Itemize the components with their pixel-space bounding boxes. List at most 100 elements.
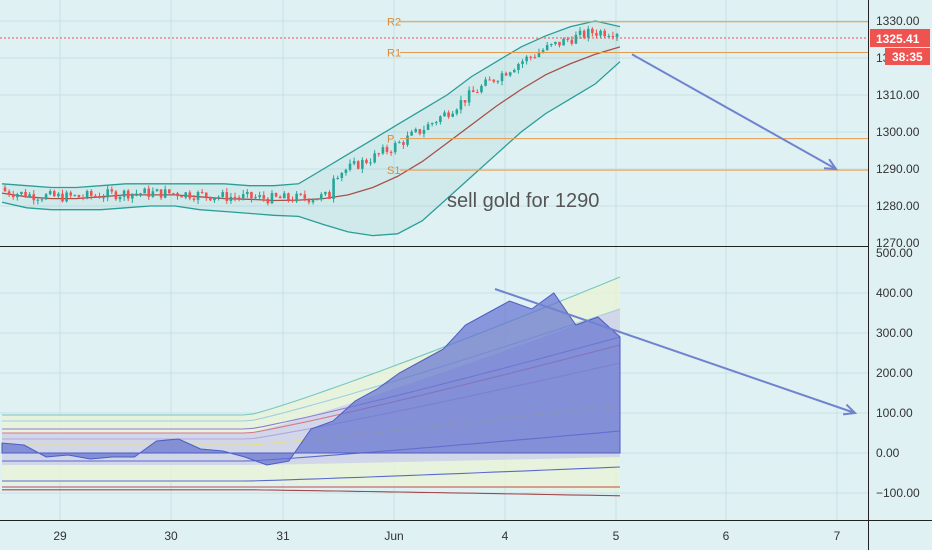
candle-body	[155, 189, 159, 192]
candle-body	[562, 38, 565, 46]
candle-body	[246, 191, 249, 195]
candle-body	[139, 193, 142, 195]
candle-body	[204, 192, 208, 197]
pivot-label-s1: S1	[387, 165, 400, 177]
candle-body	[254, 197, 257, 199]
candle-body	[537, 52, 541, 57]
candle-body	[340, 172, 344, 179]
countdown-tag	[885, 47, 930, 65]
candle-body	[447, 112, 450, 117]
candle-body	[106, 189, 109, 198]
indicator-band-line	[2, 489, 621, 497]
candle-body	[525, 56, 528, 62]
candle-body	[484, 79, 487, 86]
candle-body	[217, 196, 220, 199]
candle-body	[241, 194, 245, 199]
candle-body	[414, 129, 418, 132]
candle-body	[361, 159, 364, 169]
candle-body	[303, 194, 307, 199]
candle-body	[443, 112, 446, 117]
candle-body	[315, 198, 319, 201]
price-axis-tick-label: 1290.00	[876, 162, 920, 176]
candle-body	[319, 194, 323, 199]
indicator-axis-tick-label: 500.00	[876, 246, 913, 260]
candle-body	[167, 189, 171, 194]
price-pane[interactable]: R2 R1 P S1	[0, 17, 868, 237]
candle-body	[135, 193, 138, 195]
candle-body	[159, 189, 163, 198]
candle-body	[274, 193, 278, 197]
candle-body	[295, 193, 298, 202]
candle-body	[163, 189, 167, 198]
time-axis-tick-label: 7	[834, 529, 841, 543]
candle-body	[529, 56, 533, 58]
candle-body	[188, 192, 192, 199]
candle-body	[89, 191, 93, 196]
price-axis-tick-label: 1300.00	[876, 125, 920, 139]
candle-body	[94, 195, 97, 197]
time-axis-tick-label: Jun	[384, 529, 403, 543]
candle-body	[488, 79, 491, 81]
candle-body	[373, 153, 376, 163]
candle-body	[570, 39, 574, 44]
candle-body	[607, 36, 611, 38]
last-price-tag-label: 1325.41	[876, 32, 920, 46]
candle-body	[73, 195, 77, 197]
candle-body	[381, 147, 385, 154]
candle-body	[209, 196, 212, 201]
time-axis-tick-label: 29	[53, 529, 67, 543]
indicator-band-line	[2, 466, 621, 482]
candle-body	[406, 135, 409, 145]
candle-body	[61, 193, 64, 202]
candle-body	[98, 196, 101, 199]
candle-body	[369, 162, 372, 164]
projection-arrow-head	[823, 158, 839, 171]
candle-body	[250, 191, 253, 199]
candle-body	[389, 151, 393, 153]
bollinger-basis-line	[1, 46, 621, 202]
candle-body	[196, 192, 200, 200]
candle-body	[492, 79, 496, 82]
candle-body	[410, 131, 413, 136]
candle-body	[418, 129, 422, 134]
candle-body	[311, 200, 315, 203]
candle-body	[545, 45, 549, 50]
candle-body	[521, 61, 524, 65]
bollinger-upper-line	[1, 20, 621, 189]
candle-body	[455, 109, 459, 114]
candle-body	[324, 191, 327, 195]
candle-body	[65, 192, 68, 202]
candle-body	[233, 196, 237, 198]
time-axis-tick-label: 30	[164, 529, 178, 543]
indicator-axis-tick-label: 300.00	[876, 326, 913, 340]
candle-body	[3, 187, 7, 192]
candle-body	[344, 169, 348, 173]
pivot-label-r2: R2	[387, 17, 401, 29]
candle-body	[566, 38, 570, 40]
candle-body	[299, 193, 303, 195]
candle-body	[52, 191, 56, 197]
candle-body	[402, 142, 405, 145]
candle-body	[352, 161, 356, 164]
candle-body	[541, 49, 545, 53]
candle-body	[24, 191, 27, 198]
candle-body	[595, 33, 598, 36]
indicator-projection-arrow-line	[494, 288, 856, 414]
candle-body	[508, 72, 512, 76]
candle-body	[504, 73, 508, 76]
candle-body	[40, 199, 44, 201]
candle-body	[77, 195, 81, 198]
indicator-axis-tick-label: −100.00	[876, 486, 920, 500]
candle-body	[57, 193, 60, 197]
candle-body	[463, 100, 467, 103]
candle-body	[377, 153, 381, 155]
price-axis-tick-label: 1270.00	[876, 236, 920, 250]
candle-body	[122, 190, 126, 197]
indicator-pane[interactable]	[1, 276, 858, 497]
candle-body	[7, 191, 11, 195]
candle-body	[533, 56, 537, 58]
price-axis-tick-label: 1310.00	[876, 88, 920, 102]
candle-body	[176, 193, 179, 197]
candle-body	[147, 188, 151, 197]
